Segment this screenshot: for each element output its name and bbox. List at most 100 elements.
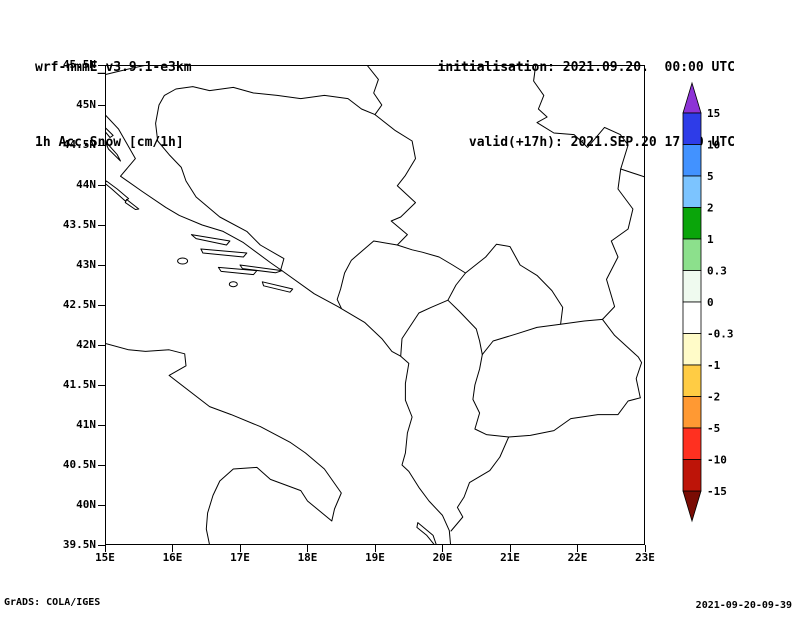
border-albania-greece xyxy=(450,436,510,532)
x-tick-mark xyxy=(577,545,578,552)
colorbar-label: 0.3 xyxy=(707,265,727,278)
x-tick-label: 19E xyxy=(365,551,385,564)
colorbar-band xyxy=(682,364,702,397)
colorbar-band xyxy=(682,238,702,271)
colorbar-label: 5 xyxy=(707,170,714,183)
y-tick-mark xyxy=(98,544,105,546)
x-tick-label: 22E xyxy=(567,551,588,564)
x-tick-mark xyxy=(442,545,443,552)
island-rab xyxy=(105,126,114,138)
border-macedonia-greece xyxy=(508,397,641,438)
y-tick-label: 40.5N xyxy=(62,458,96,471)
island-dugi-otok xyxy=(105,180,130,202)
plot-frame xyxy=(105,65,645,545)
border-croatia-serbia xyxy=(366,65,383,116)
x-tick-mark xyxy=(644,545,646,552)
x-tick-label: 20E xyxy=(432,551,453,564)
colorbar-band xyxy=(682,396,702,429)
colorbar-band xyxy=(682,301,702,334)
colorbar-label: -5 xyxy=(707,422,720,435)
colorbar-label: -10 xyxy=(707,454,727,467)
island-lastovo xyxy=(228,281,238,288)
x-tick-label: 23E xyxy=(635,551,655,564)
colorbar-label: 0 xyxy=(707,296,714,309)
border-slovenia-croatia xyxy=(105,65,148,76)
y-tick-mark xyxy=(98,504,105,506)
y-tick-mark xyxy=(98,224,105,226)
x-tick-label: 21E xyxy=(500,551,520,564)
island-hvar xyxy=(200,248,248,258)
colorbar-band xyxy=(682,144,702,177)
y-tick-mark xyxy=(98,264,105,266)
border-bosnia xyxy=(155,86,416,309)
x-tick-mark xyxy=(307,545,308,552)
coastline-italy xyxy=(105,342,342,545)
island-mljet xyxy=(261,281,294,293)
island-corfu xyxy=(416,522,437,545)
border-serbia-bulgaria xyxy=(602,168,634,320)
y-tick-mark xyxy=(98,424,105,426)
colorbar-band xyxy=(682,333,702,366)
colorbar-label: -2 xyxy=(707,391,720,404)
y-tick-mark xyxy=(98,304,105,306)
y-tick-label: 41N xyxy=(76,418,96,431)
border-serbia-romania-danube xyxy=(533,65,645,178)
x-tick-mark xyxy=(509,545,511,552)
border-montenegro-albania xyxy=(400,299,449,357)
colorbar-triangle-bottom xyxy=(682,490,702,523)
island-brac xyxy=(190,234,231,246)
x-tick-label: 17E xyxy=(230,551,250,564)
colorbar-band xyxy=(682,207,702,240)
peninsula-peljesac xyxy=(239,264,283,274)
colorbar-band xyxy=(682,112,702,145)
colorbar-band xyxy=(682,459,702,492)
border-serbia-macedonia xyxy=(560,318,603,325)
x-tick-mark xyxy=(374,545,376,552)
colorbar-label: 1 xyxy=(707,233,714,246)
x-tick-label: 15E xyxy=(95,551,115,564)
colorbar-triangle-top xyxy=(682,81,702,114)
map-plot-area xyxy=(105,65,645,545)
colorbar-band xyxy=(682,175,702,208)
island-kornati xyxy=(124,198,140,210)
colorbar-label: -15 xyxy=(707,485,727,498)
colorbar-label: -1 xyxy=(707,359,721,372)
colorbar-band xyxy=(682,427,702,460)
x-tick-mark xyxy=(172,545,173,552)
colorbar-label: 10 xyxy=(707,139,720,152)
island-pag xyxy=(105,140,121,162)
colorbar-label: 15 xyxy=(707,107,720,120)
y-tick-label: 41.5N xyxy=(62,378,96,391)
y-tick-mark xyxy=(98,384,105,386)
border-macedonia-bulgaria xyxy=(602,318,643,399)
map-canvas xyxy=(105,65,645,545)
y-tick-label: 43N xyxy=(76,258,96,271)
y-tick-label: 39.5N xyxy=(62,538,96,551)
y-tick-mark xyxy=(98,184,105,186)
y-tick-label: 42.5N xyxy=(62,298,96,311)
border-albania-macedonia xyxy=(472,354,510,438)
x-tick-label: 18E xyxy=(297,551,318,564)
colorbar-label: 2 xyxy=(707,202,714,215)
border-kosovo xyxy=(447,243,564,356)
y-tick-label: 44N xyxy=(76,178,96,191)
x-tick-label: 16E xyxy=(162,551,183,564)
x-tick-mark xyxy=(104,545,106,552)
colorbar-label: -0.3 xyxy=(707,328,734,341)
border-montenegro-serbia xyxy=(396,244,466,274)
creation-timestamp: 2021-09-20-09-39 xyxy=(695,600,792,611)
model-title: wrf-nmmE_v3.9.1-e3km xyxy=(35,60,192,75)
colorbar-band xyxy=(682,270,702,303)
island-korcula xyxy=(217,266,258,276)
colorbar: 15 10 5 2 1 0.3 0 -0.3 -1 -2 -5 -10 -15 xyxy=(682,81,734,523)
y-tick-mark xyxy=(98,464,105,466)
y-tick-mark xyxy=(98,344,105,346)
y-tick-label: 42N xyxy=(76,338,96,351)
init-time-label: initialisation: 2021.09.20. 00:00 UTC xyxy=(437,60,735,75)
x-tick-mark xyxy=(239,545,241,552)
y-tick-label: 43.5N xyxy=(62,218,96,231)
island-vis xyxy=(177,257,189,265)
grads-credit: GrADS: COLA/IGES xyxy=(4,597,101,608)
coastline-east-adriatic xyxy=(105,114,452,545)
y-tick-label: 40N xyxy=(76,498,96,511)
